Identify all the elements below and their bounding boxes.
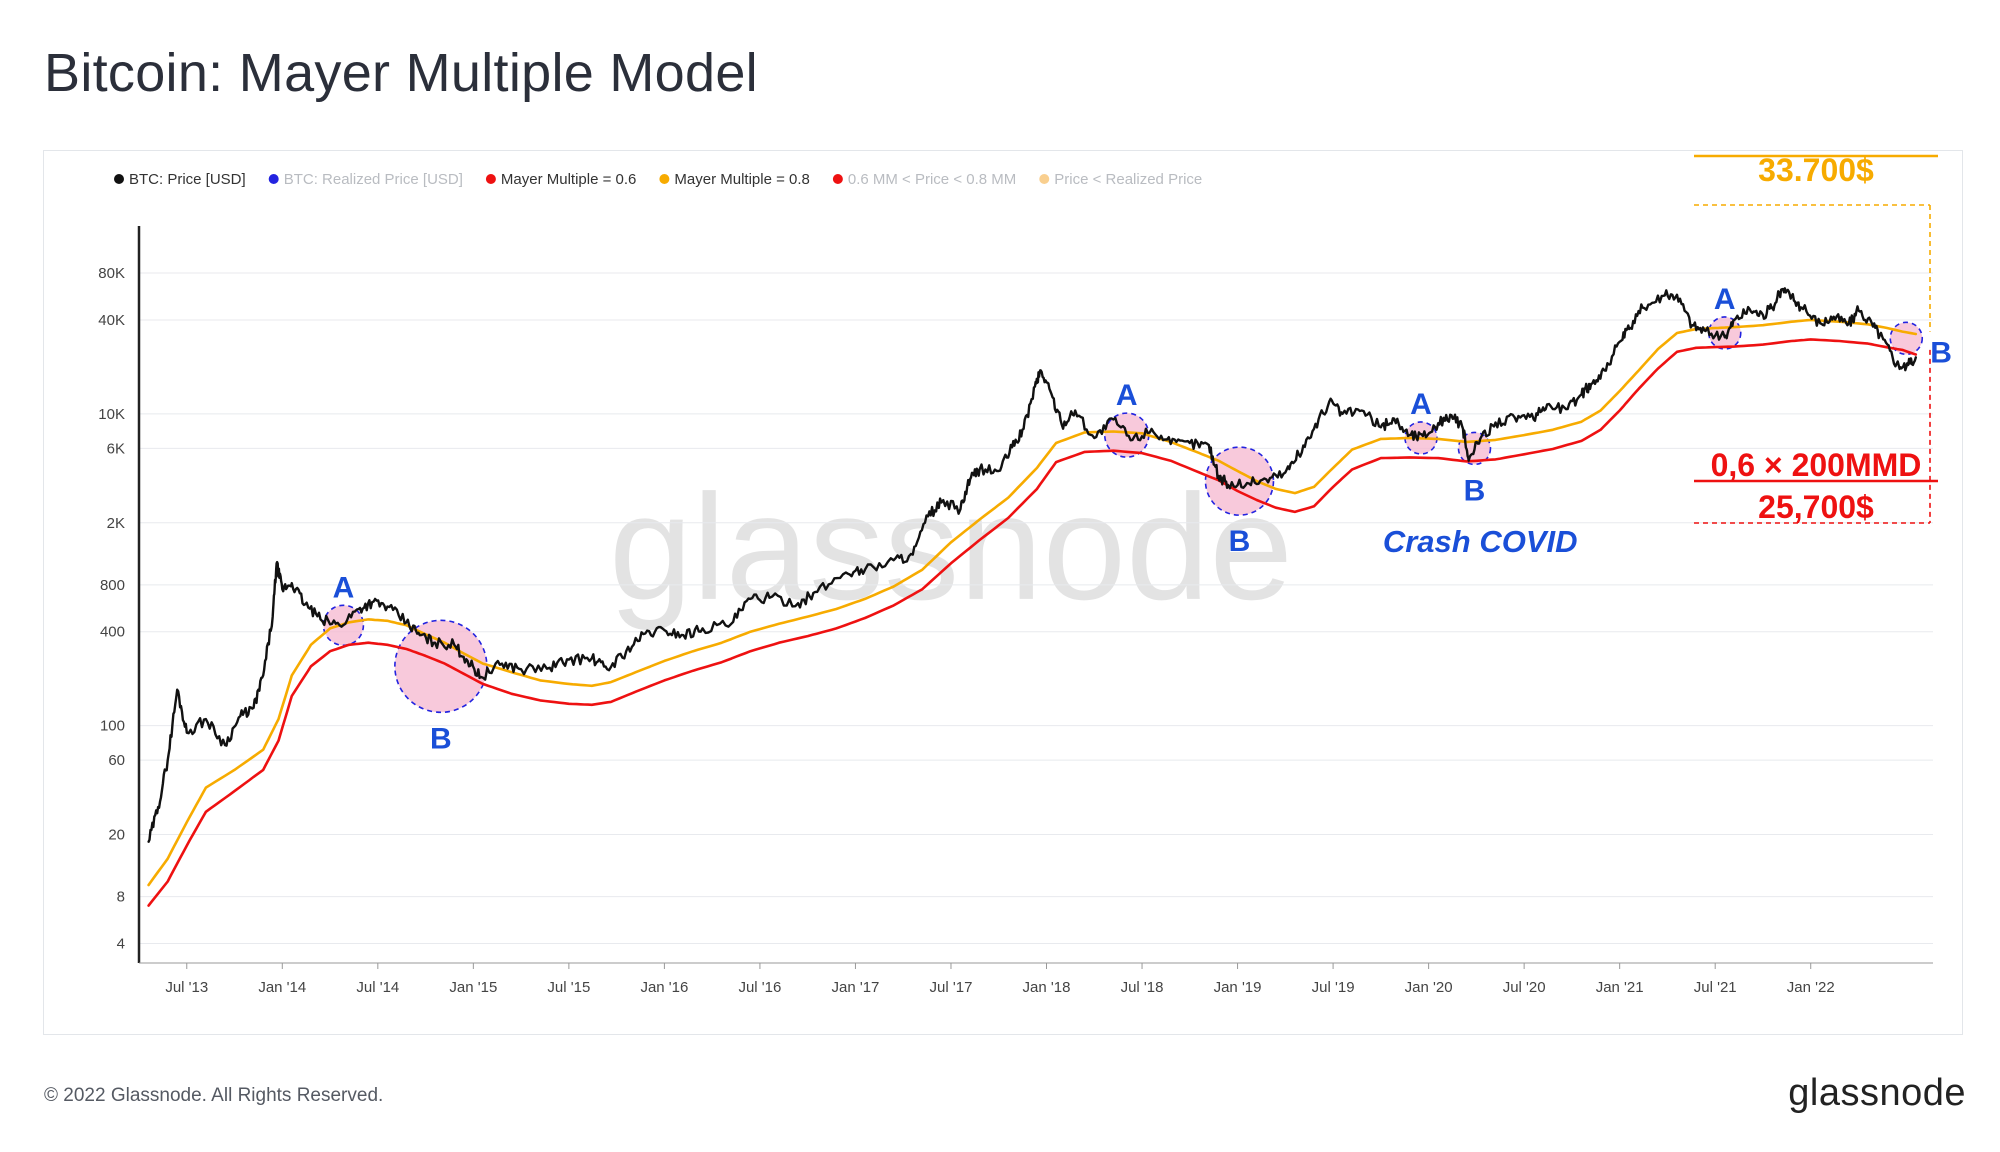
callout-line2: 33.700$	[1758, 152, 1874, 188]
legend-swatch	[659, 174, 670, 184]
x-tick-label: Jul '13	[165, 979, 208, 996]
x-tick-label: Jan '17	[832, 979, 880, 996]
x-tick-label: Jul '19	[1312, 979, 1355, 996]
point-label: B	[1930, 336, 1952, 369]
x-tick-label: Jul '16	[738, 979, 781, 996]
legend-swatch	[114, 174, 124, 184]
y-tick-label: 800	[100, 577, 125, 594]
series-line	[147, 338, 1918, 907]
x-tick-label: Jul '21	[1694, 979, 1737, 996]
y-tick-label: 8	[117, 889, 125, 906]
x-tick-label: Jul '20	[1503, 979, 1546, 996]
legend-swatch	[1039, 174, 1050, 184]
highlight-circle	[1707, 316, 1742, 350]
point-label: A	[1410, 388, 1432, 421]
y-tick-label: 20	[108, 827, 125, 844]
x-tick-label: Jan '14	[258, 979, 306, 996]
x-tick-label: Jan '16	[640, 979, 688, 996]
footer-copyright: © 2022 Glassnode. All Rights Reserved.	[44, 1085, 384, 1106]
point-label: A	[1714, 283, 1736, 316]
legend-swatch	[485, 174, 496, 184]
legend-item[interactable]: BTC: Realized Price [USD]	[268, 171, 463, 188]
legend-swatch	[832, 174, 843, 184]
x-tick-label: Jul '17	[930, 979, 973, 996]
point-label: A	[333, 571, 355, 604]
y-tick-label: 6K	[107, 440, 125, 457]
point-label: B	[1464, 474, 1486, 507]
legend-label: Mayer Multiple = 0.8	[674, 171, 809, 188]
legend-item[interactable]: Mayer Multiple = 0.6	[485, 171, 636, 188]
legend-item[interactable]: Price < Realized Price	[1039, 171, 1202, 188]
y-tick-label: 40K	[98, 312, 125, 329]
callout-line2: 25,700$	[1758, 489, 1874, 525]
point-label: B	[1229, 525, 1251, 558]
x-tick-label: Jan '20	[1405, 979, 1453, 996]
y-tick-label: 2K	[107, 515, 125, 532]
mayer-multiple-chart: glassnode 4 8 20 60 100 400 800 2K 6K 10K 40K 80K Jul…	[98, 152, 1952, 996]
chart-panel: glassnode 4 8 20 60 100 400 800 2K 6K 10K 40K 80K Jul…	[43, 150, 1963, 1035]
x-tick-label: Jan '21	[1596, 979, 1644, 996]
x-tick-label: Jan '15	[449, 979, 497, 996]
x-tick-label: Jul '15	[547, 979, 590, 996]
legend-label: BTC: Price [USD]	[129, 171, 246, 188]
legend-swatch	[268, 174, 279, 184]
legend-item[interactable]: 0.6 MM < Price < 0.8 MM	[832, 171, 1016, 188]
legend-label: Mayer Multiple = 0.6	[501, 171, 636, 188]
y-tick-label: 10K	[98, 406, 125, 423]
y-tick-label: 4	[117, 936, 125, 953]
point-label: A	[1116, 379, 1138, 412]
legend[interactable]: BTC: Price [USD] BTC: Realized Price [USD…	[114, 171, 1202, 188]
y-tick-label: 400	[100, 624, 125, 641]
legend-item[interactable]: BTC: Price [USD]	[114, 171, 246, 188]
callout-line1: 0,6 × 200MMD	[1711, 447, 1922, 483]
highlight-circle	[394, 619, 488, 714]
y-tick-label: 60	[108, 752, 125, 769]
page-title: Bitcoin: Mayer Multiple Model	[44, 43, 758, 103]
footer-logo: glassnode	[1788, 1072, 1966, 1114]
series-line	[147, 287, 1917, 843]
legend-item[interactable]: Mayer Multiple = 0.8	[659, 171, 810, 188]
watermark: glassnode	[609, 463, 1293, 631]
y-tick-label: 80K	[98, 265, 125, 282]
annotation-text: Crash COVID	[1383, 524, 1578, 559]
legend-label: 0.6 MM < Price < 0.8 MM	[848, 171, 1016, 188]
legend-label: BTC: Realized Price [USD]	[284, 171, 463, 188]
x-tick-label: Jul '14	[356, 979, 399, 996]
x-tick-label: Jan '19	[1214, 979, 1262, 996]
x-tick-label: Jan '22	[1787, 979, 1835, 996]
x-tick-label: Jan '18	[1023, 979, 1071, 996]
x-tick-label: Jul '18	[1121, 979, 1164, 996]
legend-label: Price < Realized Price	[1054, 171, 1202, 188]
point-label: B	[430, 722, 452, 755]
series-line	[147, 318, 1918, 887]
y-tick-label: 100	[100, 718, 125, 735]
